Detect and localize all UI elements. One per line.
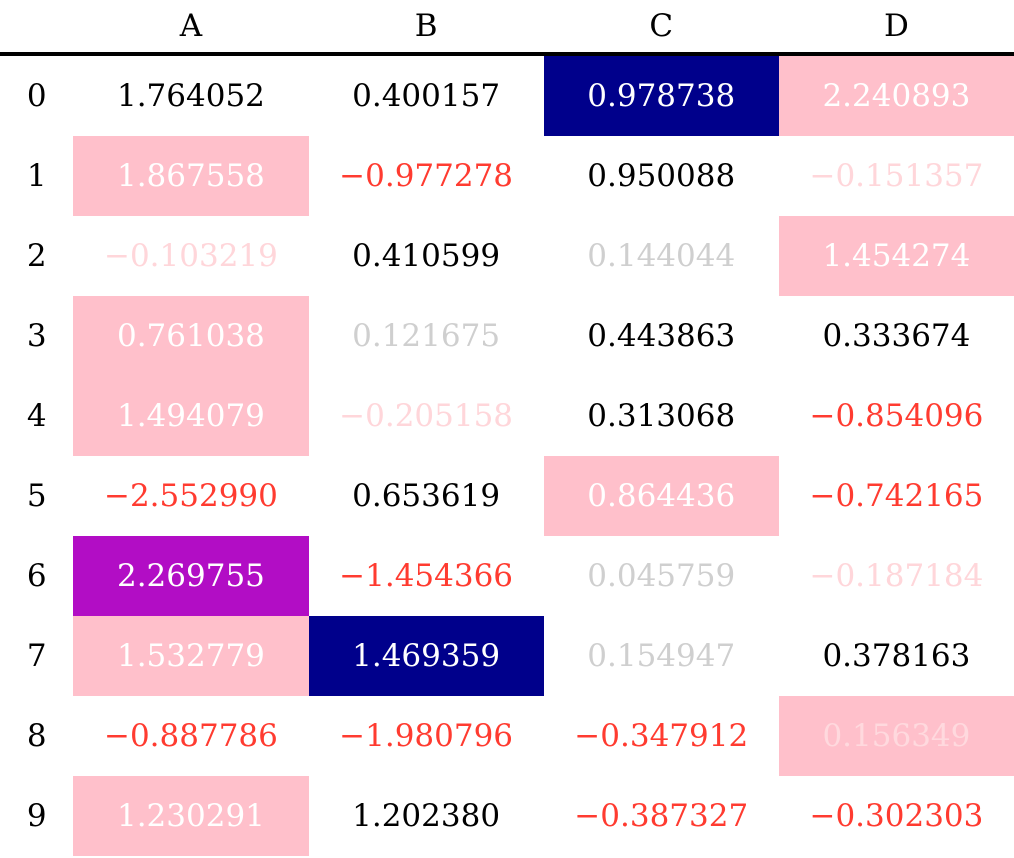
- cell-B: 1.469359: [308, 616, 544, 696]
- cell-D: −0.742165: [809, 478, 984, 514]
- cell-A: 2.269755: [73, 536, 309, 616]
- cell-A: −0.887786: [103, 718, 278, 754]
- cell-A: −0.103219: [103, 238, 278, 274]
- table-row: 1 1.867558 −0.977278 0.950088 −0.151357: [0, 136, 1014, 216]
- row-index: 1: [26, 158, 47, 194]
- cell-A: 1.494079: [73, 376, 309, 456]
- row-index: 5: [26, 478, 47, 514]
- cell-B: 0.410599: [352, 238, 501, 274]
- cell-C: 0.154947: [587, 638, 736, 674]
- column-header-B: B: [308, 0, 544, 56]
- table-row: 6 2.269755 −1.454366 0.045759 −0.187184: [0, 536, 1014, 616]
- cell-C: −0.387327: [574, 798, 749, 834]
- cell-A: 1.532779: [73, 616, 309, 696]
- cell-C: 0.045759: [587, 558, 736, 594]
- table-row: 4 1.494079 −0.205158 0.313068 −0.854096: [0, 376, 1014, 456]
- cell-B: −0.205158: [339, 398, 514, 434]
- cell-D: 0.156349: [778, 696, 1014, 776]
- cell-C: 0.864436: [543, 456, 779, 536]
- cell-B: −1.454366: [339, 558, 514, 594]
- cell-D: −0.854096: [809, 398, 984, 434]
- table-row: 0 1.764052 0.400157 0.978738 2.240893: [0, 54, 1014, 136]
- table-row: 2 −0.103219 0.410599 0.144044 1.454274: [0, 216, 1014, 296]
- column-header-C: C: [543, 0, 779, 56]
- column-header-A: A: [73, 0, 309, 56]
- table-row: 3 0.761038 0.121675 0.443863 0.333674: [0, 296, 1014, 376]
- cell-A: 0.761038: [73, 296, 309, 376]
- row-index: 2: [26, 238, 47, 274]
- row-index: 0: [26, 78, 47, 114]
- cell-A: −2.552990: [103, 478, 278, 514]
- index-header: [0, 0, 74, 56]
- row-index: 9: [26, 798, 47, 834]
- cell-D: 0.333674: [822, 318, 971, 354]
- table-row: 8 −0.887786 −1.980796 −0.347912 0.156349: [0, 696, 1014, 776]
- cell-B: 0.121675: [352, 318, 501, 354]
- cell-B: 0.653619: [352, 478, 501, 514]
- cell-B: 0.400157: [352, 78, 501, 114]
- row-index: 6: [26, 558, 47, 594]
- cell-B: −0.977278: [339, 158, 514, 194]
- cell-C: 0.950088: [587, 158, 736, 194]
- cell-D: 0.378163: [822, 638, 971, 674]
- row-index: 8: [26, 718, 47, 754]
- column-header-D: D: [778, 0, 1014, 56]
- row-index: 4: [26, 398, 47, 434]
- cell-D: −0.302303: [809, 798, 984, 834]
- cell-C: 0.313068: [587, 398, 736, 434]
- cell-C: −0.347912: [574, 718, 749, 754]
- row-index: 7: [26, 638, 47, 674]
- cell-C: 0.443863: [587, 318, 736, 354]
- cell-B: 1.202380: [352, 798, 501, 834]
- cell-D: −0.151357: [809, 158, 984, 194]
- cell-D: 1.454274: [778, 216, 1014, 296]
- cell-D: 2.240893: [778, 54, 1014, 136]
- table-row: 7 1.532779 1.469359 0.154947 0.378163: [0, 616, 1014, 696]
- cell-A: 1.764052: [116, 78, 265, 114]
- table-row: 9 1.230291 1.202380 −0.387327 −0.302303: [0, 776, 1014, 856]
- cell-C: 0.978738: [543, 54, 779, 136]
- cell-B: −1.980796: [339, 718, 514, 754]
- table-row: 5 −2.552990 0.653619 0.864436 −0.742165: [0, 456, 1014, 536]
- cell-A: 1.867558: [73, 136, 309, 216]
- cell-C: 0.144044: [587, 238, 736, 274]
- row-index: 3: [26, 318, 47, 354]
- cell-D: −0.187184: [809, 558, 984, 594]
- cell-A: 1.230291: [73, 776, 309, 856]
